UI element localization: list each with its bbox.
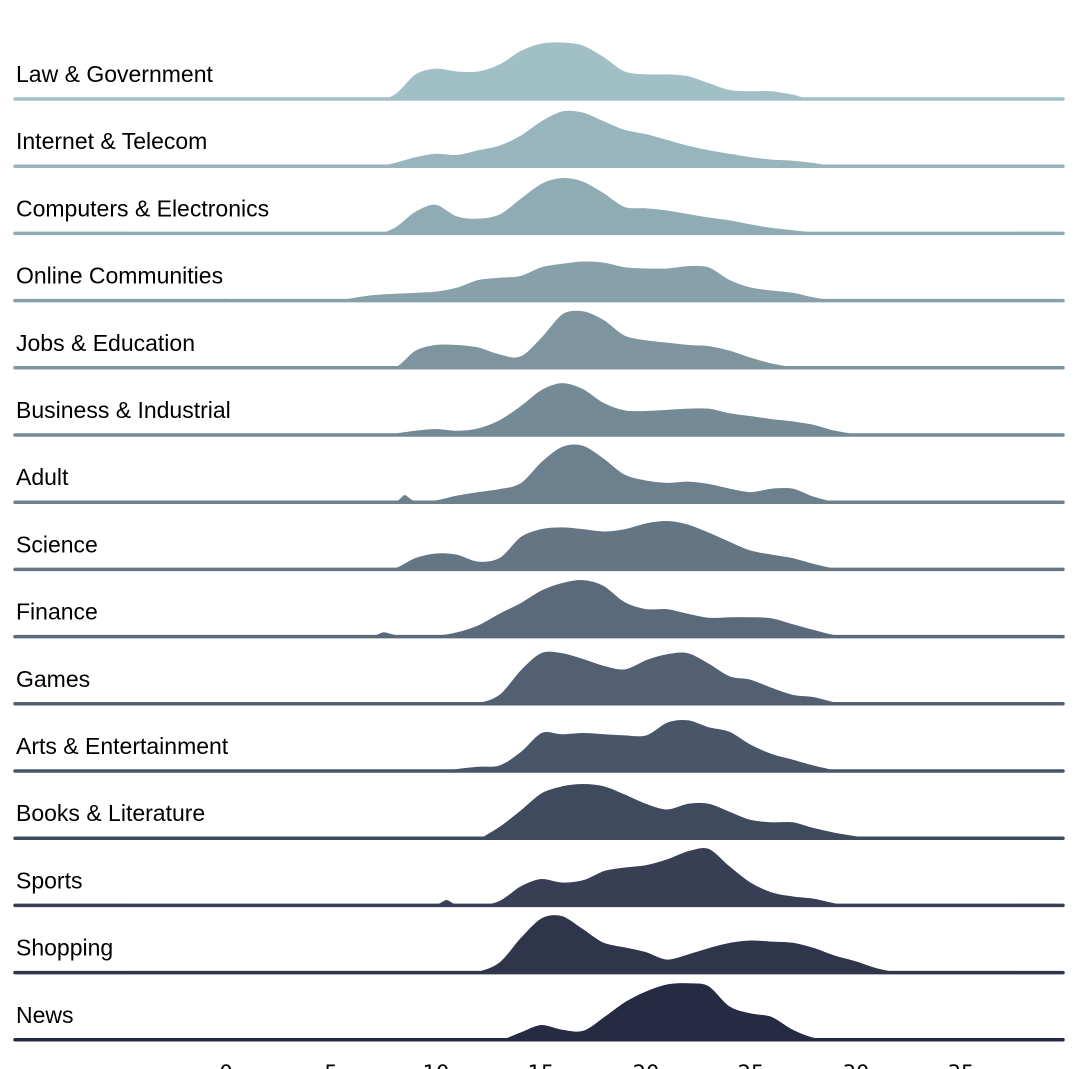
ridge-area <box>15 443 1063 503</box>
row-label: Internet & Telecom <box>16 128 207 154</box>
ridge-jobs-education: Jobs & Education <box>13 307 1065 370</box>
row-label: Jobs & Education <box>16 330 195 356</box>
ridge-area <box>15 718 1063 771</box>
ridge-area <box>15 913 1063 973</box>
x-tick-label: 15 <box>528 1061 555 1069</box>
ridge-outline <box>330 175 857 235</box>
ridge-shopping: Shopping <box>13 912 1065 975</box>
ridge-outline <box>456 912 920 975</box>
ridge-area <box>15 981 1063 1040</box>
row-label: Sports <box>16 867 82 893</box>
row-label: Games <box>16 666 90 692</box>
x-tick-label: 5 <box>324 1061 337 1069</box>
ridge-outline <box>372 307 857 370</box>
row-label: Shopping <box>16 935 113 961</box>
ridge-outline <box>330 107 857 168</box>
ridge-outline <box>498 980 857 1042</box>
ridge-science: Science <box>13 518 1065 572</box>
x-tick-label: 30 <box>843 1061 870 1069</box>
ridge-area <box>15 109 1063 167</box>
ridge-area <box>15 650 1063 704</box>
ridge-sports: Sports <box>13 845 1065 908</box>
row-label: Books & Literature <box>16 800 205 826</box>
ridge-area <box>15 578 1063 637</box>
ridge-arts-entertainment: Arts & Entertainment <box>13 717 1065 773</box>
ridge-books-literature: Books & Literature <box>13 781 1065 840</box>
row-label: Online Communities <box>16 263 223 289</box>
ridge-law-government: Law & Government <box>13 39 1065 101</box>
row-label: Adult <box>16 464 69 490</box>
ridge-outline <box>372 441 857 504</box>
ridge-outline <box>372 518 878 571</box>
x-tick-label: 25 <box>738 1061 765 1069</box>
ridge-games: Games <box>13 648 1065 706</box>
ridge-area <box>15 782 1063 839</box>
x-tick-label: 10 <box>423 1061 450 1069</box>
ridge-news: News <box>13 980 1065 1042</box>
ridge-outline <box>330 380 878 437</box>
x-tick-label: 0 <box>219 1061 232 1069</box>
row-label: Computers & Electronics <box>16 195 269 221</box>
row-label: News <box>16 1002 74 1028</box>
ridge-outline <box>435 717 857 773</box>
ridge-finance: Finance <box>13 577 1065 639</box>
x-tick-label: 20 <box>633 1061 660 1069</box>
ridge-adult: Adult <box>13 441 1065 504</box>
ridge-business-industrial: Business & Industrial <box>13 380 1065 437</box>
ridge-outline <box>309 39 857 101</box>
row-label: Business & Industrial <box>16 397 231 423</box>
ridge-area <box>15 846 1063 906</box>
ridge-area <box>15 259 1063 301</box>
row-label: Science <box>16 531 98 557</box>
ridge-online-communities: Online Communities <box>13 258 1065 303</box>
ridge-internet-telecom: Internet & Telecom <box>13 107 1065 168</box>
ridge-outline <box>414 648 857 706</box>
ridge-outline <box>477 781 899 840</box>
x-tick-label: 35 <box>948 1061 975 1069</box>
ridge-area <box>15 40 1063 100</box>
ridge-area <box>15 176 1063 234</box>
row-label: Arts & Entertainment <box>16 733 229 759</box>
row-label: Finance <box>16 599 98 625</box>
ridge-area <box>15 519 1063 570</box>
ridge-computers-electronics: Computers & Electronics <box>13 175 1065 236</box>
row-label: Law & Government <box>16 61 213 87</box>
